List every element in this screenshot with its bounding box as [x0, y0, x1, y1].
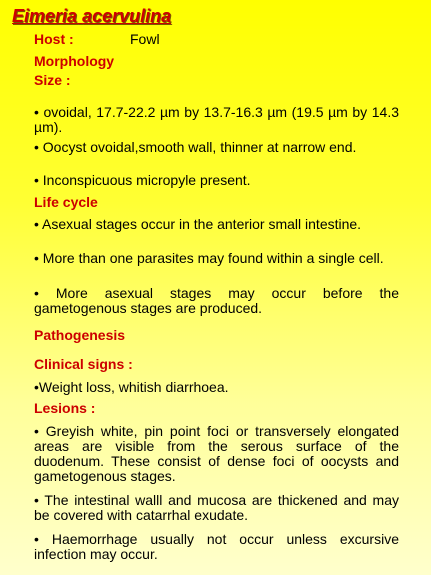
life-cycle-point: • Asexual stages occur in the anterior s… [34, 216, 362, 232]
life-cycle-point: • More than one parasites may found with… [34, 250, 384, 266]
morphology-point: • Inconspicuous micropyle present. [34, 172, 251, 188]
pathogenesis-heading: Pathogenesis [34, 327, 126, 343]
title-species: acervulina [82, 6, 172, 26]
lesions-point: • Greyish white, pin point foci or trans… [34, 423, 399, 484]
host-line: Host : Fowl [34, 31, 160, 47]
size-label: Size : [34, 72, 71, 88]
clinical-signs-heading: Clinical signs : [34, 356, 133, 372]
clinical-signs-point: •Weight loss, whitish diarrhoea. [34, 379, 229, 395]
morphology-point: • ovoidal, 17.7-22.2 µm by 13.7-16.3 µm … [34, 104, 399, 135]
morphology-point: • Oocyst ovoidal,smooth wall, thinner at… [34, 139, 357, 155]
host-label: Host : [34, 31, 74, 47]
life-cycle-heading: Life cycle [34, 194, 98, 210]
slide-title: Eimeria acervulina [12, 6, 171, 27]
morphology-heading: Morphology [34, 53, 115, 69]
host-value: Fowl [130, 31, 160, 47]
title-genus: Eimeria [12, 6, 78, 26]
lesions-heading: Lesions : [34, 400, 96, 416]
life-cycle-point: • More asexual stages may occur before t… [34, 285, 399, 316]
lesions-point: • Haemorrhage usually not occur unless e… [34, 531, 399, 562]
lesions-point: • The intestinal walll and mucosa are th… [34, 492, 399, 523]
